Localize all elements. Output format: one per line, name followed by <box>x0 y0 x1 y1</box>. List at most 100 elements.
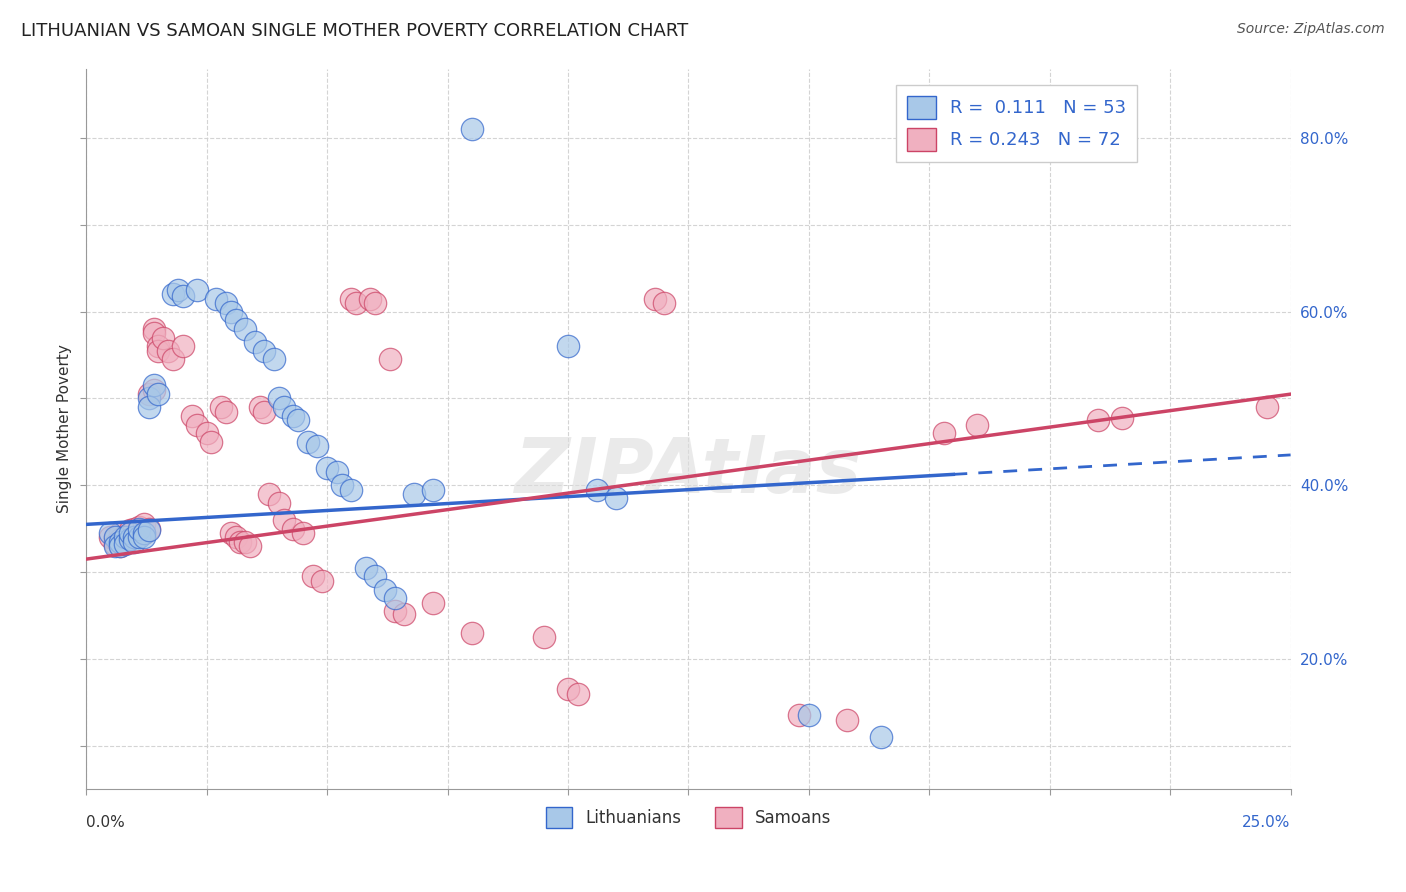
Point <box>98 526 121 541</box>
Point <box>219 526 242 541</box>
Point <box>118 532 141 546</box>
Point <box>124 530 146 544</box>
Point <box>340 483 363 497</box>
Text: LITHUANIAN VS SAMOAN SINGLE MOTHER POVERTY CORRELATION CHART: LITHUANIAN VS SAMOAN SINGLE MOTHER POVER… <box>21 22 689 40</box>
Point <box>359 292 381 306</box>
Point <box>460 626 482 640</box>
Point <box>128 524 150 538</box>
Point <box>267 392 290 406</box>
Point <box>148 387 170 401</box>
Point <box>108 534 131 549</box>
Point <box>114 534 136 549</box>
Point <box>148 339 170 353</box>
Point <box>311 574 333 588</box>
Point <box>181 409 204 423</box>
Point <box>316 461 339 475</box>
Point <box>233 534 256 549</box>
Point <box>644 292 666 306</box>
Point <box>1256 400 1278 414</box>
Point <box>533 630 555 644</box>
Point <box>283 409 305 423</box>
Point <box>138 522 160 536</box>
Point <box>253 343 276 358</box>
Point <box>108 534 131 549</box>
Point <box>1087 413 1109 427</box>
Point <box>557 682 579 697</box>
Point <box>114 537 136 551</box>
Point <box>374 582 396 597</box>
Point <box>273 400 295 414</box>
Point <box>870 730 893 744</box>
Point <box>402 487 425 501</box>
Point <box>104 530 127 544</box>
Point <box>124 522 146 536</box>
Point <box>142 378 165 392</box>
Text: ZIPAtlas: ZIPAtlas <box>515 435 862 509</box>
Point <box>142 326 165 341</box>
Y-axis label: Single Mother Poverty: Single Mother Poverty <box>58 344 72 513</box>
Point <box>172 289 194 303</box>
Point <box>215 404 238 418</box>
Point <box>229 534 252 549</box>
Point <box>215 296 238 310</box>
Point <box>118 526 141 541</box>
Text: 0.0%: 0.0% <box>86 815 125 830</box>
Point <box>292 526 315 541</box>
Legend: Lithuanians, Samoans: Lithuanians, Samoans <box>538 800 838 835</box>
Point <box>132 517 155 532</box>
Point <box>128 522 150 536</box>
Point <box>652 296 675 310</box>
Point <box>249 400 271 414</box>
Point <box>283 522 305 536</box>
Point <box>186 283 208 297</box>
Point <box>354 561 377 575</box>
Point <box>108 539 131 553</box>
Point <box>200 434 222 449</box>
Point <box>378 352 401 367</box>
Point <box>1111 410 1133 425</box>
Point <box>132 526 155 541</box>
Point <box>344 296 367 310</box>
Point <box>108 539 131 553</box>
Point <box>364 569 387 583</box>
Point <box>267 496 290 510</box>
Point <box>166 283 188 297</box>
Point <box>567 687 589 701</box>
Point <box>128 530 150 544</box>
Point <box>605 491 627 506</box>
Point <box>364 296 387 310</box>
Point <box>243 334 266 349</box>
Point <box>209 400 232 414</box>
Point <box>384 604 406 618</box>
Point <box>787 708 810 723</box>
Point <box>259 487 281 501</box>
Point <box>586 483 609 497</box>
Text: 25.0%: 25.0% <box>1243 815 1291 830</box>
Point <box>157 343 180 358</box>
Point <box>152 331 174 345</box>
Point <box>104 532 127 546</box>
Point <box>138 400 160 414</box>
Point <box>142 383 165 397</box>
Point <box>422 595 444 609</box>
Point <box>301 569 323 583</box>
Text: Source: ZipAtlas.com: Source: ZipAtlas.com <box>1237 22 1385 37</box>
Point <box>932 426 955 441</box>
Point <box>98 530 121 544</box>
Point <box>138 524 160 538</box>
Point <box>172 339 194 353</box>
Point <box>195 426 218 441</box>
Point <box>104 537 127 551</box>
Point <box>392 607 415 621</box>
Point <box>162 352 184 367</box>
Point <box>162 287 184 301</box>
Point <box>837 713 859 727</box>
Point <box>132 526 155 541</box>
Point <box>330 478 353 492</box>
Point <box>384 591 406 606</box>
Point <box>118 530 141 544</box>
Point <box>148 343 170 358</box>
Point <box>557 339 579 353</box>
Point <box>124 534 146 549</box>
Point <box>114 529 136 543</box>
